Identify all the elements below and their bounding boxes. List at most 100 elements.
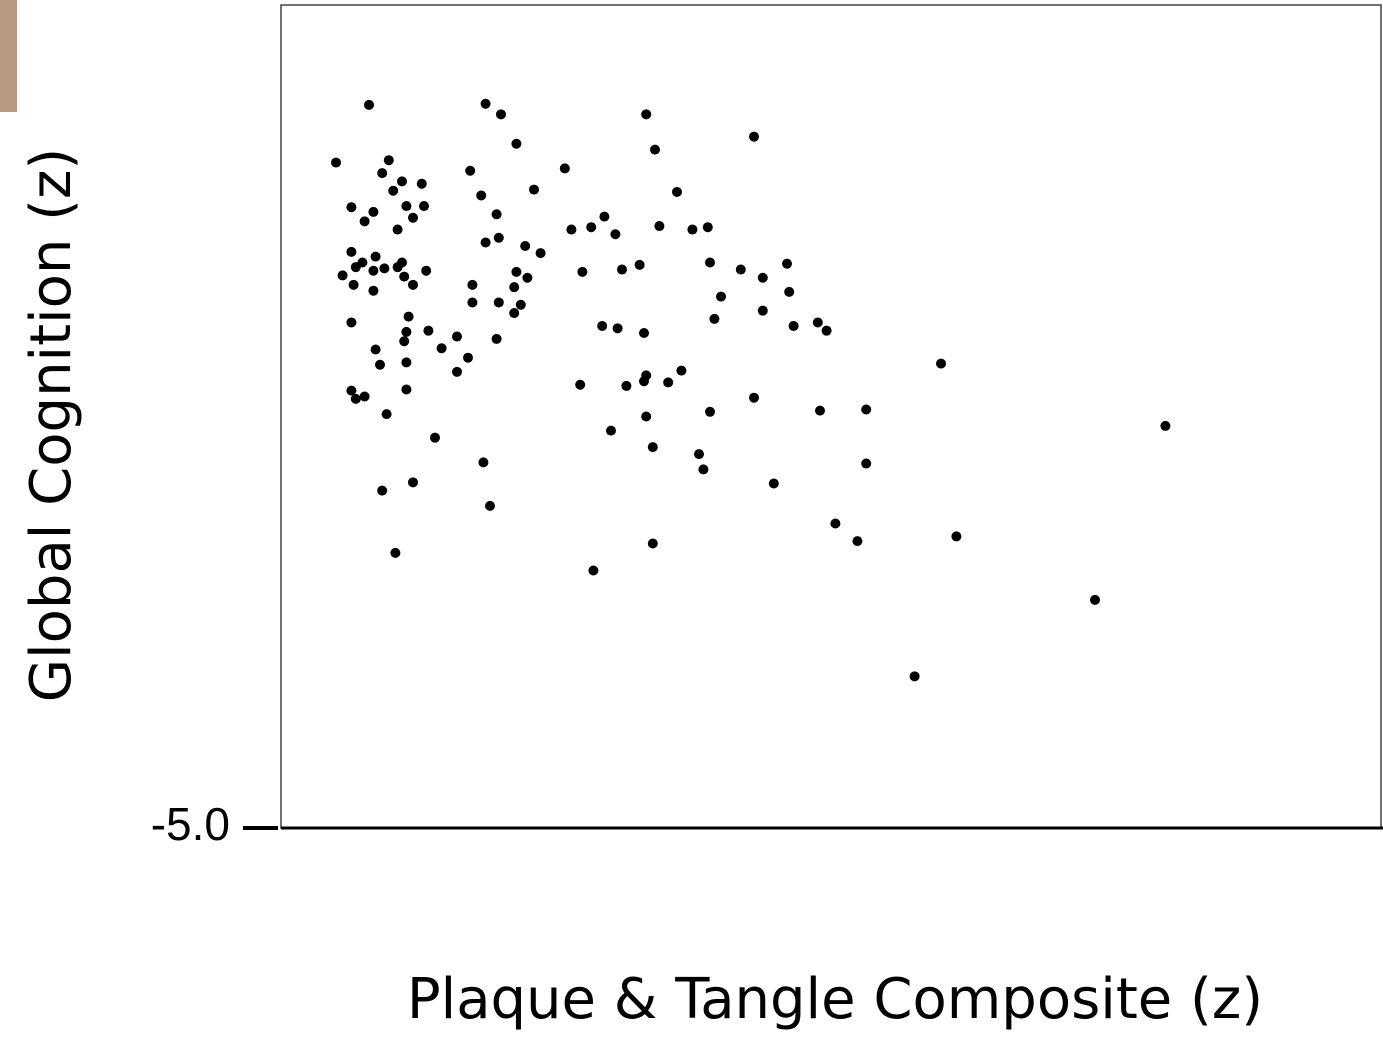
point (909, 671, 920, 682)
point (463, 352, 473, 363)
point (617, 264, 627, 275)
point (705, 406, 715, 417)
point (368, 206, 379, 217)
point (399, 271, 410, 282)
point (610, 229, 621, 240)
point (370, 344, 381, 355)
image-fragment (0, 0, 17, 112)
point (377, 485, 388, 496)
point (408, 279, 418, 290)
point (346, 385, 357, 396)
plot-frame (280, 4, 1382, 829)
point (359, 216, 370, 227)
point (559, 163, 570, 174)
point (716, 291, 726, 302)
point (788, 320, 799, 331)
point (694, 449, 704, 460)
point (588, 565, 599, 576)
point (641, 370, 652, 381)
point (577, 266, 588, 277)
point (370, 251, 381, 262)
point (641, 411, 652, 422)
point (654, 221, 665, 232)
point (705, 257, 715, 268)
point (364, 99, 374, 110)
point (348, 279, 359, 290)
x-axis-title: Plaque & Tangle Composite (z) (407, 967, 1263, 1032)
point (566, 224, 577, 235)
point (702, 222, 713, 233)
point (476, 190, 487, 201)
point (709, 313, 720, 324)
point (375, 359, 385, 370)
point (830, 518, 841, 529)
point (597, 320, 608, 331)
point (735, 264, 746, 275)
point (416, 178, 427, 189)
point (511, 266, 522, 277)
point (511, 138, 522, 149)
point (397, 257, 407, 268)
point (496, 109, 506, 120)
point (379, 263, 390, 274)
point (452, 331, 462, 342)
point (812, 317, 823, 328)
point (599, 211, 610, 222)
point (485, 500, 495, 511)
point (346, 317, 357, 328)
point (383, 155, 394, 166)
point (480, 98, 491, 109)
point (408, 212, 418, 223)
point (401, 326, 412, 337)
point (676, 365, 687, 376)
point (331, 157, 341, 168)
point (520, 241, 531, 252)
point (647, 442, 658, 453)
point (575, 379, 586, 390)
point (346, 202, 357, 213)
point (535, 248, 546, 259)
point (401, 384, 412, 395)
point (381, 409, 392, 420)
point (639, 328, 649, 339)
point (749, 392, 759, 403)
point (509, 308, 520, 319)
point (478, 457, 489, 468)
point (606, 425, 616, 436)
point (430, 432, 440, 443)
point (350, 262, 361, 273)
point (346, 246, 357, 257)
point (861, 458, 872, 469)
point (423, 325, 434, 336)
point (491, 209, 502, 220)
point (647, 538, 658, 549)
point (467, 279, 478, 290)
point (1160, 420, 1171, 431)
point (401, 201, 412, 212)
point (687, 224, 698, 235)
point (491, 333, 502, 344)
point (821, 325, 832, 336)
point (768, 478, 779, 489)
point (663, 377, 674, 388)
point (350, 393, 361, 404)
point (515, 299, 526, 310)
point (452, 366, 462, 377)
point (480, 237, 491, 248)
point (749, 131, 759, 142)
point (467, 297, 478, 308)
point (641, 109, 652, 120)
point (368, 265, 379, 276)
point (493, 232, 504, 243)
point (951, 531, 962, 542)
point (465, 165, 476, 176)
point (419, 201, 429, 212)
point (392, 224, 403, 235)
point (621, 380, 632, 391)
point (612, 323, 623, 334)
point (782, 258, 792, 269)
point (672, 186, 682, 197)
y-axis-title: Global Cognition (z) (19, 148, 84, 703)
